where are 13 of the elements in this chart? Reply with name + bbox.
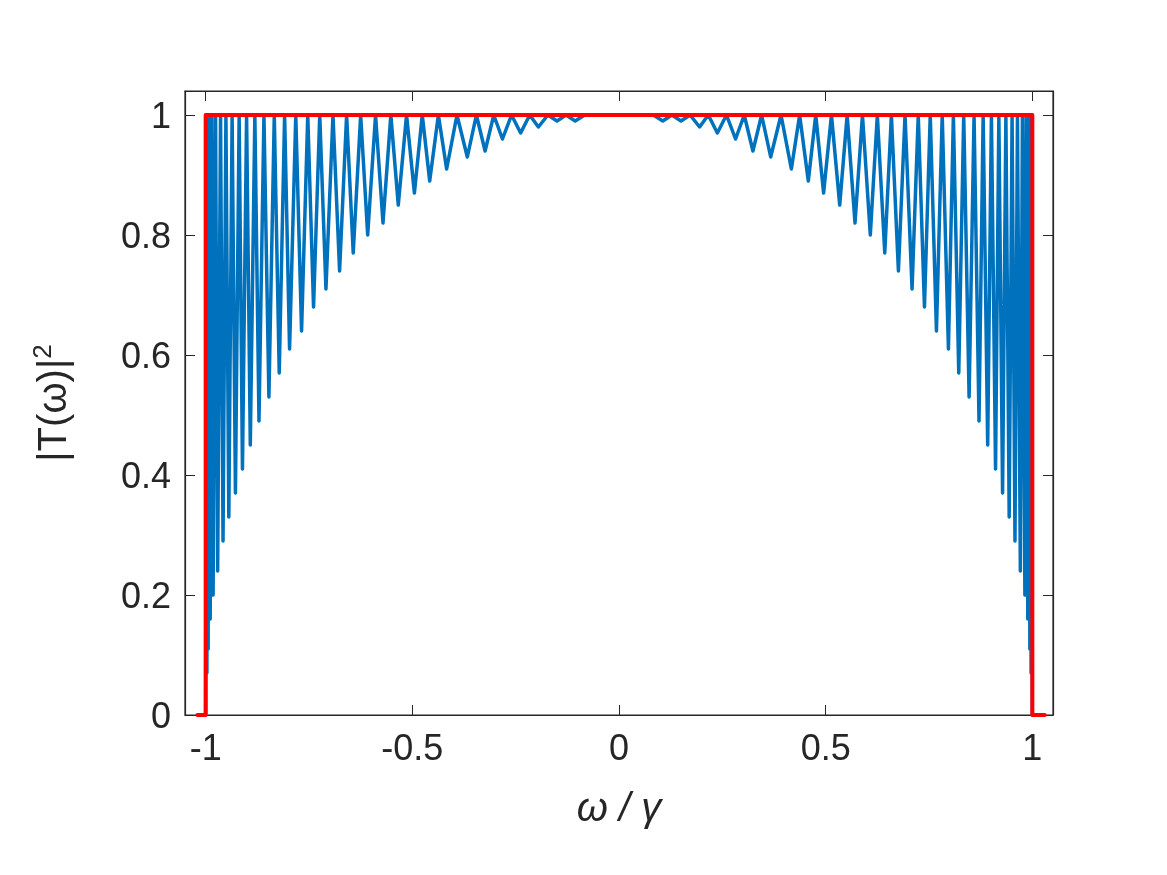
y-tick-label: 0.2: [120, 574, 171, 616]
y-tick-label: 0.4: [120, 454, 171, 496]
y-axis-title: |T(ω)|2: [27, 344, 74, 462]
x-tick-label: -1: [189, 726, 222, 768]
x-tick-label: 1: [1022, 726, 1043, 768]
y-tick-label: 0.8: [120, 214, 171, 256]
y-tick-label: 1: [150, 94, 171, 136]
x-tick-label: 0: [608, 726, 630, 768]
x-tick-label: -0.5: [381, 726, 444, 768]
x-tick-label: 0.5: [800, 726, 851, 768]
x-axis-title: ω / γ: [576, 785, 664, 829]
y-tick-label: 0.6: [120, 334, 171, 376]
y-tick-label: 0: [150, 694, 171, 736]
